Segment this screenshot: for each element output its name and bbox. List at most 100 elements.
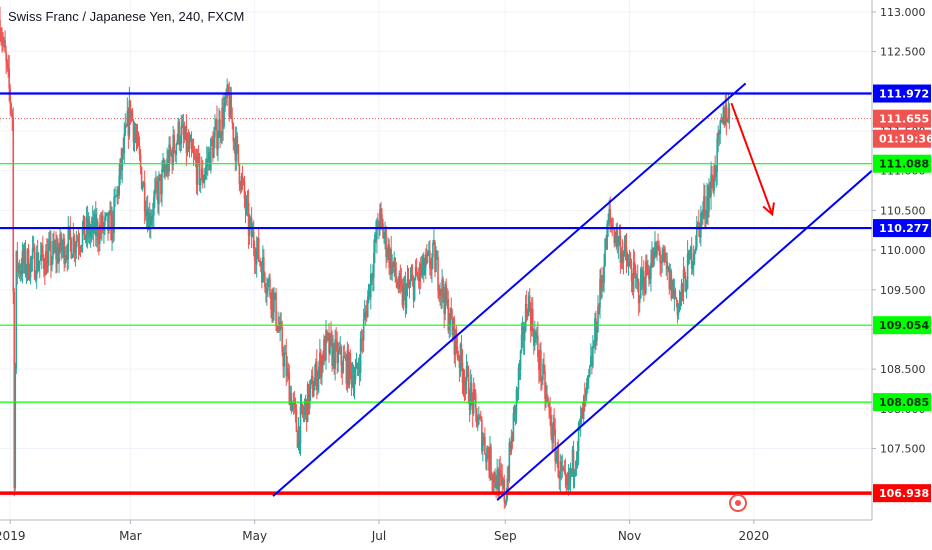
candle-body	[161, 169, 163, 195]
event-marker-icon[interactable]	[729, 494, 747, 512]
candle-body	[569, 469, 572, 481]
candle-body	[547, 397, 549, 404]
candle-body	[361, 339, 364, 341]
candle-body	[92, 217, 95, 234]
candle-body	[136, 133, 139, 141]
candle-body	[656, 245, 658, 255]
candle-body	[544, 371, 546, 399]
candle-body	[409, 279, 412, 285]
candle-body	[709, 187, 711, 197]
candle-body	[327, 334, 329, 336]
candle-body	[13, 291, 16, 489]
candle-body	[499, 469, 501, 473]
candle-body	[362, 319, 365, 341]
projection-arrow-head	[762, 202, 775, 217]
candle-body	[610, 218, 613, 225]
candle-body	[528, 295, 531, 308]
price-axis-bg	[872, 0, 932, 550]
candle-body	[412, 277, 415, 301]
candle-body	[629, 261, 632, 269]
candle-body	[665, 261, 668, 263]
candle-body	[60, 233, 62, 251]
candle-body	[133, 133, 136, 142]
candle-body	[307, 384, 310, 409]
candle-body	[465, 366, 468, 382]
candle-body	[542, 363, 544, 380]
candle-body	[275, 293, 277, 327]
candle-body	[135, 137, 138, 141]
candle-body	[672, 280, 675, 298]
candle-body	[298, 426, 301, 445]
candle-body	[59, 233, 61, 251]
candle-body	[570, 469, 573, 471]
candle-body	[581, 407, 584, 419]
candle-body	[462, 379, 465, 384]
candle-body	[712, 184, 714, 192]
candle-body	[123, 133, 126, 154]
candle-body	[46, 251, 48, 273]
candle-body	[469, 382, 472, 411]
candle-body	[608, 209, 610, 223]
candle-body	[585, 382, 588, 390]
candle-body	[132, 120, 135, 142]
candle-body	[548, 403, 550, 409]
price-tick-label: 109.500	[880, 284, 926, 297]
candle-body	[661, 260, 663, 264]
candle-body	[81, 228, 84, 246]
candle-body	[459, 344, 462, 368]
candle-body	[174, 151, 177, 155]
candle-body	[427, 251, 429, 257]
candle-body	[583, 396, 586, 398]
candle-body	[710, 174, 712, 197]
candle-body	[41, 245, 44, 258]
candle-body	[483, 436, 485, 442]
price-tick-label: 110.000	[880, 244, 926, 257]
candle-body	[360, 338, 363, 340]
candle-body	[178, 121, 181, 145]
candle-body	[110, 210, 112, 241]
level-badge-108.085-bg	[873, 393, 931, 412]
candle-body	[173, 135, 175, 152]
candle-body	[434, 241, 436, 273]
candle-body	[580, 407, 583, 417]
candle-body	[107, 212, 109, 231]
candle-body	[475, 408, 478, 427]
candle-body	[32, 247, 35, 249]
candle-body	[245, 200, 248, 211]
candle-body	[276, 326, 278, 331]
candle-body	[214, 127, 216, 138]
candle-body	[71, 254, 74, 259]
level-badge-111.088: 111.088	[879, 158, 929, 171]
candle-body	[45, 251, 47, 276]
candle-body	[415, 267, 418, 276]
candle-body	[420, 267, 423, 276]
candle-body	[182, 124, 185, 136]
candle-body	[551, 435, 553, 443]
candle-body	[641, 271, 644, 287]
candle-body	[62, 238, 64, 248]
candle-body	[64, 256, 66, 264]
candle-body	[700, 212, 702, 238]
candle-body	[75, 240, 78, 248]
candle-body	[531, 308, 534, 332]
candle-body	[38, 260, 41, 265]
candle-body	[388, 244, 390, 268]
candle-body	[243, 181, 246, 200]
candle-body	[460, 344, 463, 363]
candle-body	[114, 196, 116, 198]
candle-body	[316, 361, 318, 391]
candle-body	[496, 469, 498, 489]
candle-body	[74, 247, 77, 253]
candle-body	[471, 394, 474, 414]
candle-body	[431, 257, 433, 270]
candle-body	[272, 289, 274, 313]
horizontal-levels	[0, 92, 872, 495]
candle-body	[472, 389, 475, 414]
candle-body	[67, 229, 70, 260]
candle-body	[305, 399, 308, 422]
candle-body	[630, 268, 633, 282]
candle-body	[658, 245, 660, 251]
candle-body	[137, 133, 140, 146]
